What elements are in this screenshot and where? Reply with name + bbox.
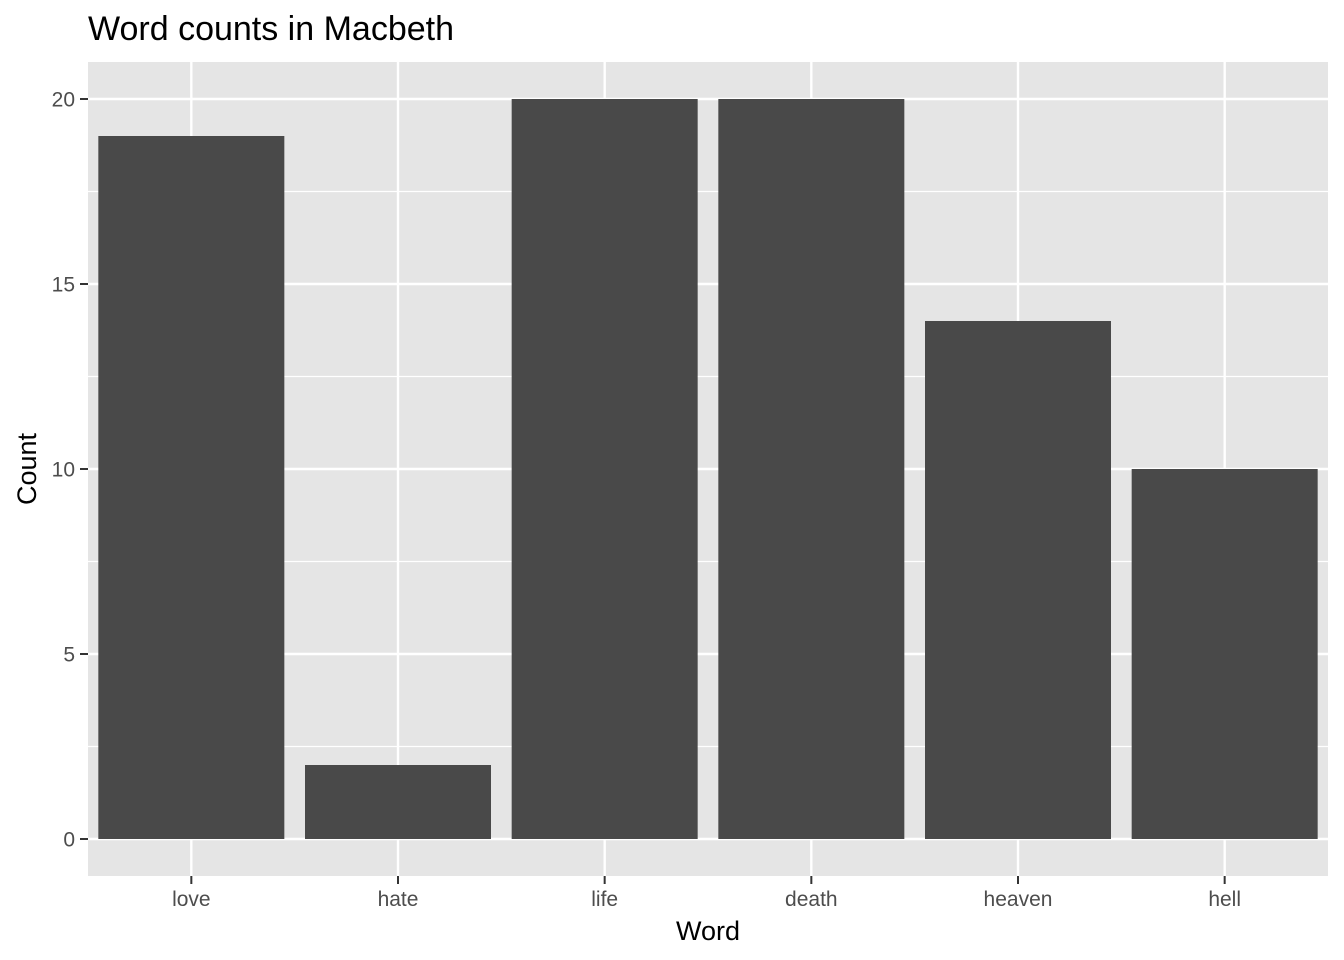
y-axis: 0 5 10 15 20 — [52, 89, 88, 852]
bar-heaven — [925, 321, 1111, 839]
bar-hate — [305, 765, 491, 839]
y-tick-label: 5 — [63, 644, 75, 667]
bar-hell — [1131, 469, 1318, 839]
y-tick-label: 0 — [63, 829, 75, 852]
y-tick-label: 15 — [52, 274, 75, 297]
y-axis-title: Count — [12, 432, 42, 505]
bar-life — [511, 99, 698, 839]
x-tick-label: hell — [1208, 888, 1241, 911]
x-tick-label: life — [591, 888, 618, 911]
minor-gridlines — [88, 190, 1328, 748]
y-tick-label: 10 — [52, 459, 75, 482]
y-tick-label: 20 — [52, 89, 75, 112]
bar-love — [98, 136, 285, 839]
chart-title: Word counts in Macbeth — [88, 10, 454, 48]
x-tick-label: hate — [378, 888, 419, 911]
x-tick-label: heaven — [984, 888, 1053, 911]
bar-death — [718, 99, 905, 839]
x-tick-label: death — [785, 888, 838, 911]
x-axis-title: Word — [676, 916, 740, 946]
x-axis: love hate life death heaven hell — [172, 876, 1241, 911]
bars — [98, 99, 1318, 839]
x-tick-label: love — [172, 888, 211, 911]
